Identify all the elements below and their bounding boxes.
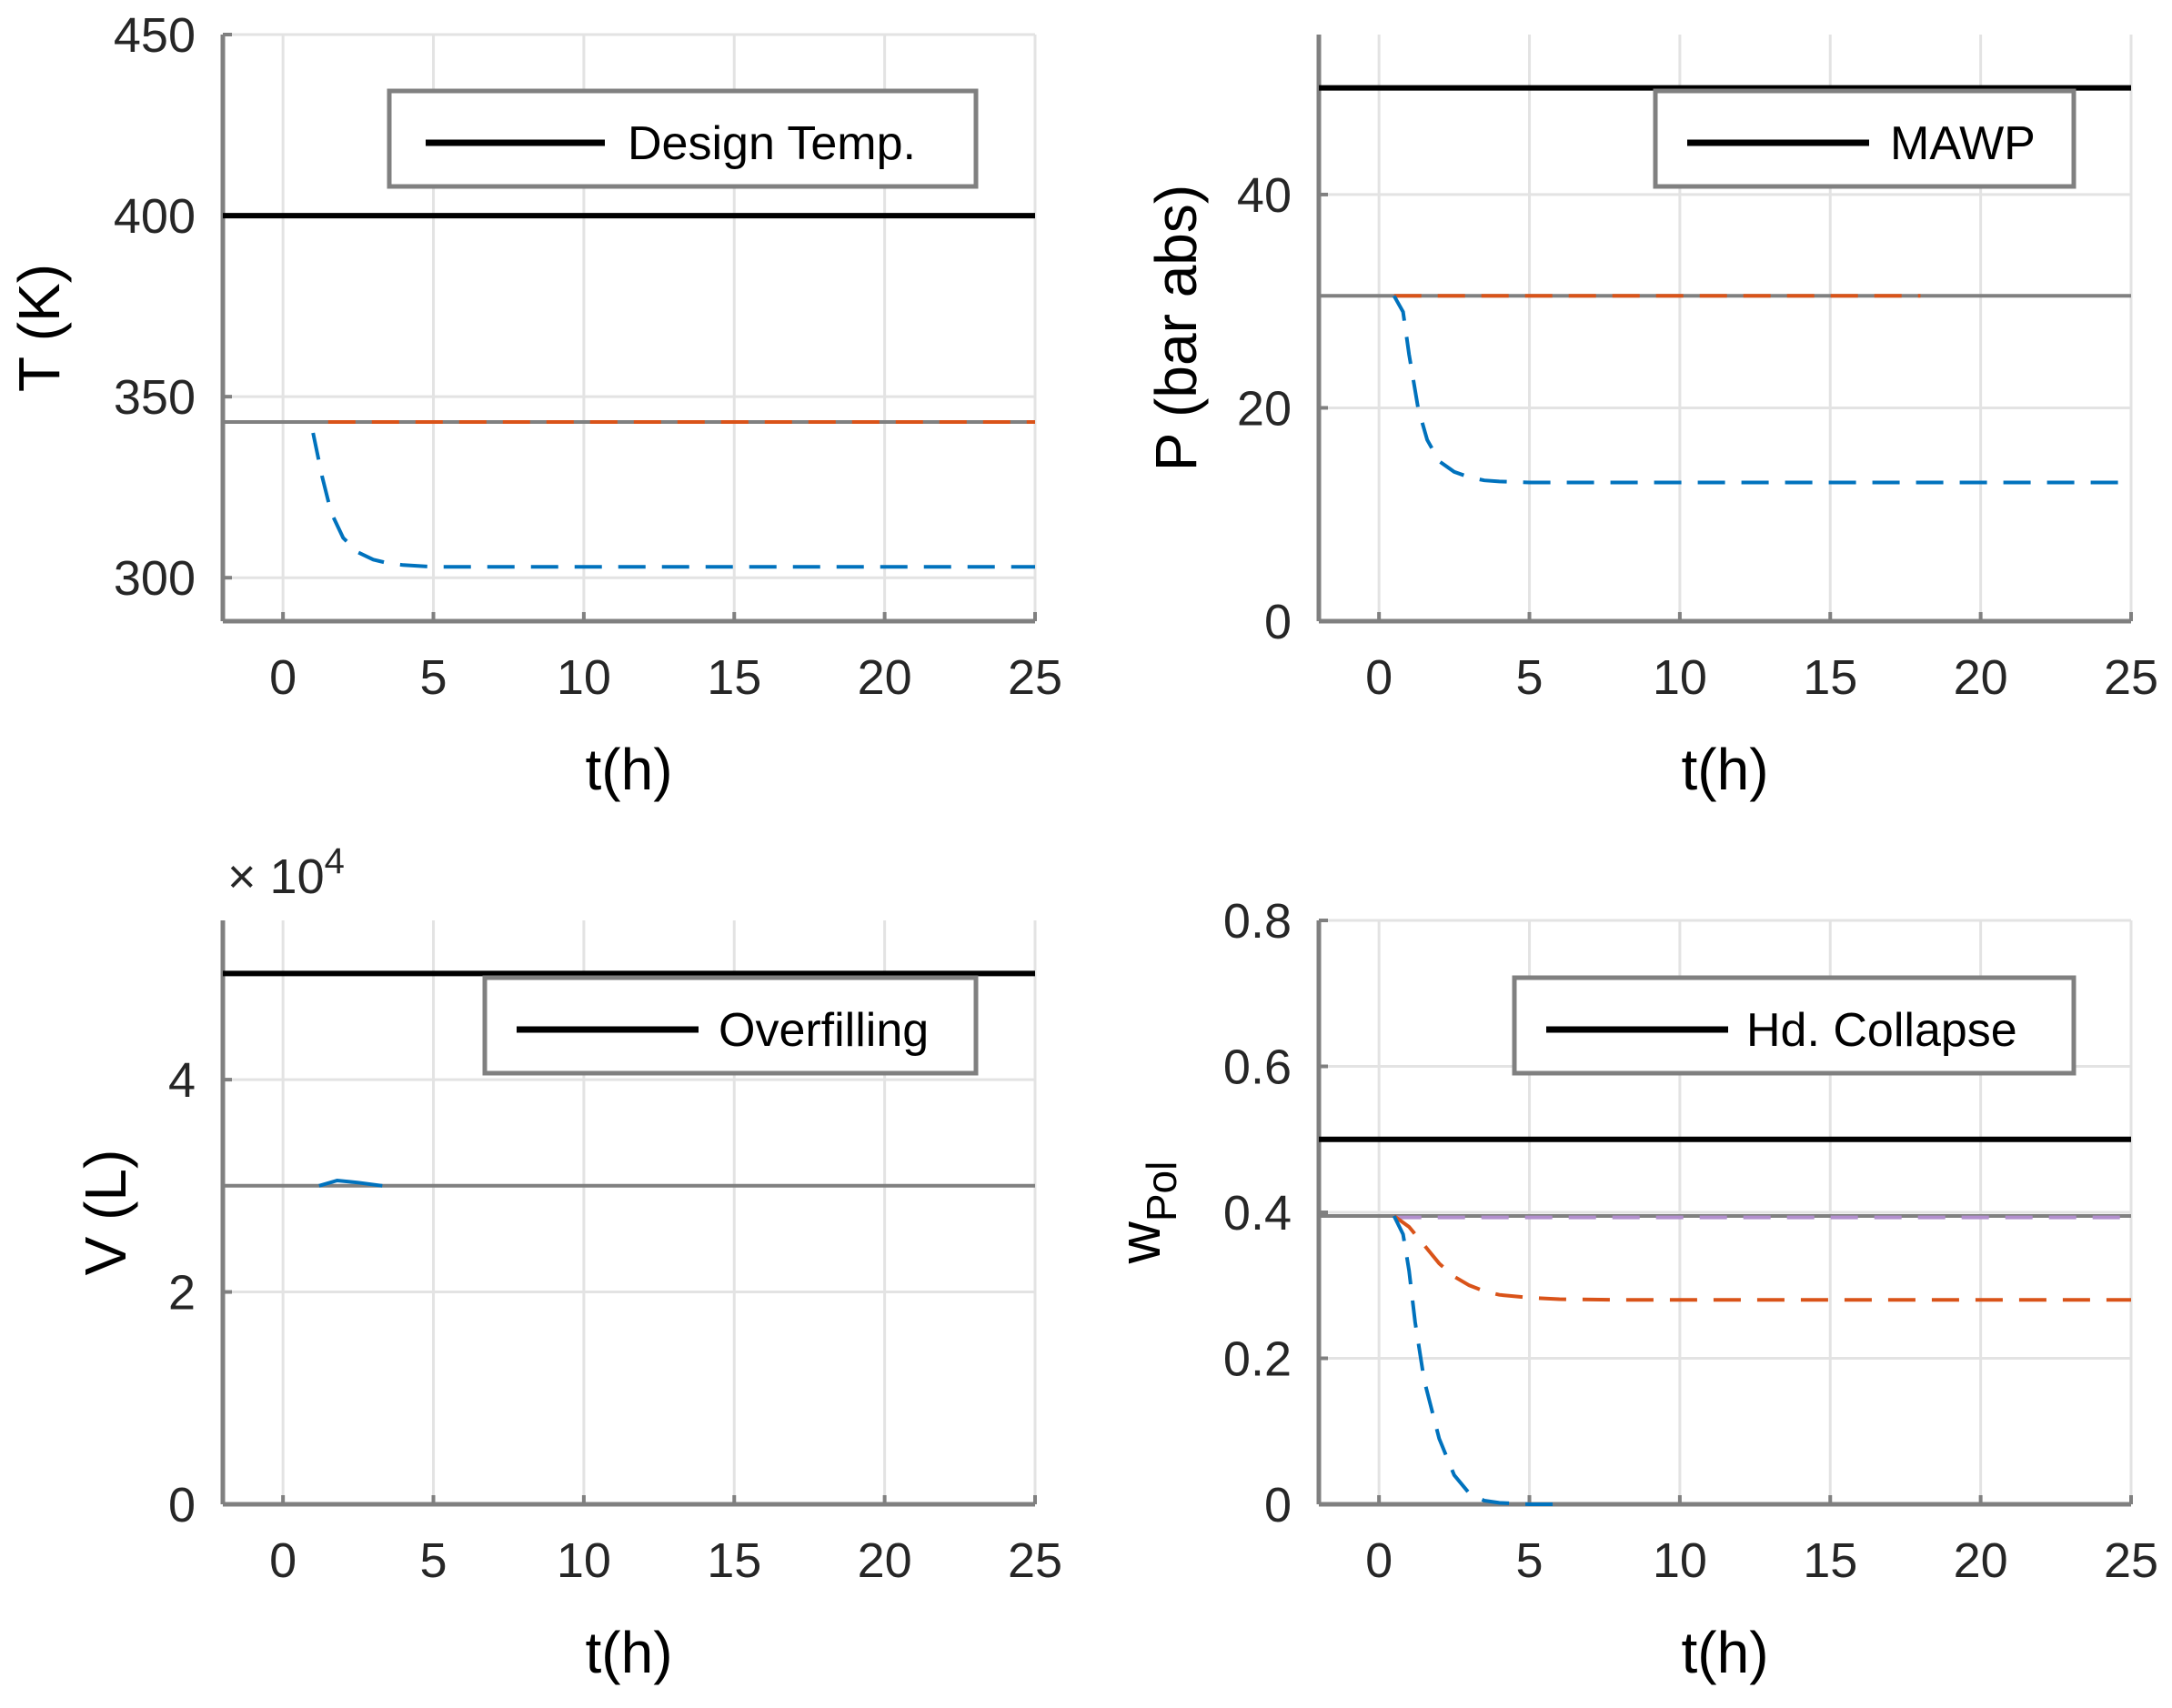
legend-box xyxy=(1512,975,2076,1076)
legend: Design Temp. xyxy=(387,88,979,189)
x-tick-label: 0 xyxy=(1365,1533,1393,1588)
y-tick-label: 0.6 xyxy=(1223,1040,1292,1095)
y-axis-label: T (K) xyxy=(6,264,72,392)
series-line-series-blue xyxy=(318,1178,383,1188)
y-tick-label: 0 xyxy=(1264,1478,1292,1532)
x-tick-label: 15 xyxy=(1803,650,1857,705)
legend: MAWP xyxy=(1653,88,2076,189)
y-tick-label: 0 xyxy=(1264,595,1292,649)
legend: Hd. Collapse xyxy=(1512,975,2076,1076)
x-tick-label: 5 xyxy=(1515,1533,1543,1588)
x-tick-label: 0 xyxy=(1365,650,1393,705)
x-axis-label: t(h) xyxy=(1682,1620,1769,1685)
y-tick-label: 400 xyxy=(114,189,196,244)
legend-box xyxy=(387,88,979,189)
y-axis-label: P (bar abs) xyxy=(1143,185,1209,471)
legend-label: MAWP xyxy=(1890,117,2036,170)
x-tick-label: 10 xyxy=(557,650,611,705)
chart-panel-temperature: 0 5 10 15 20 25 300 350 400 450 t(h) T (K) Design Te… xyxy=(6,8,1062,802)
legend-label: Design Temp. xyxy=(628,117,916,170)
y-tick-label: 350 xyxy=(114,370,196,425)
x-tick-label: 10 xyxy=(1653,650,1707,705)
x-tick-label: 25 xyxy=(1008,650,1062,705)
y-tick-label: 2 xyxy=(168,1266,196,1321)
x-tick-label: 20 xyxy=(858,650,912,705)
series-line-series-blue xyxy=(311,432,1035,569)
x-tick-label: 0 xyxy=(269,650,297,705)
x-tick-label: 20 xyxy=(1954,1533,2008,1588)
x-tick-label: 20 xyxy=(1954,650,2008,705)
x-tick-label: 10 xyxy=(1653,1533,1707,1588)
x-tick-label: 5 xyxy=(419,1533,447,1588)
chart-panel-polymer-fraction: 0 5 10 15 20 25 0 0.2 0.4 0.6 0.8 t(h) wPol Hd. Colla… xyxy=(1107,894,2158,1685)
x-axis-label: t(h) xyxy=(586,1620,673,1685)
legend-label: Hd. Collapse xyxy=(1746,1004,2017,1057)
x-tick-label: 25 xyxy=(2104,650,2158,705)
y-axis-label: V (L) xyxy=(73,1150,138,1276)
x-tick-label: 20 xyxy=(858,1533,912,1588)
legend-box xyxy=(1653,88,2076,189)
x-tick-label: 15 xyxy=(707,1533,761,1588)
legend-box xyxy=(482,975,979,1076)
chart-panel-pressure: 0 5 10 15 20 25 0 20 40 t(h) P (bar abs) MAWP xyxy=(1143,35,2158,802)
chart-panel-volume: 0 5 10 15 20 25 0 2 4 t(h) V (L) × 104 Overfilling xyxy=(73,841,1062,1685)
series-line-series-orange xyxy=(1393,1214,2131,1302)
y-tick-label: 0.8 xyxy=(1223,894,1292,949)
y-axis-label-subscript: Pol xyxy=(1138,1161,1185,1221)
y-tick-label: 0 xyxy=(168,1478,196,1532)
y-tick-label: 0.4 xyxy=(1223,1186,1292,1241)
x-tick-label: 5 xyxy=(419,650,447,705)
x-axis-label: t(h) xyxy=(1682,737,1769,802)
y-exponent-label: × 104 xyxy=(227,841,345,904)
series-line-series-blue xyxy=(1392,1215,1560,1506)
x-tick-label: 0 xyxy=(269,1533,297,1588)
y-tick-label: 20 xyxy=(1237,381,1292,436)
x-tick-label: 10 xyxy=(557,1533,611,1588)
y-axis-label: wPol xyxy=(1107,1161,1185,1265)
x-tick-label: 25 xyxy=(2104,1533,2158,1588)
x-tick-label: 15 xyxy=(1803,1533,1857,1588)
x-tick-label: 15 xyxy=(707,650,761,705)
y-exponent-power: 4 xyxy=(325,841,345,881)
y-tick-label: 40 xyxy=(1237,168,1292,223)
y-tick-label: 4 xyxy=(168,1053,196,1108)
y-tick-label: 300 xyxy=(114,551,196,606)
x-tick-label: 25 xyxy=(1008,1533,1062,1588)
y-tick-label: 0.2 xyxy=(1223,1332,1292,1387)
x-axis-label: t(h) xyxy=(586,737,673,802)
series-line-series-blue xyxy=(1392,295,2131,485)
legend-label: Overfilling xyxy=(719,1004,929,1057)
legend: Overfilling xyxy=(482,975,979,1076)
x-tick-label: 5 xyxy=(1515,650,1543,705)
y-tick-label: 450 xyxy=(114,8,196,63)
